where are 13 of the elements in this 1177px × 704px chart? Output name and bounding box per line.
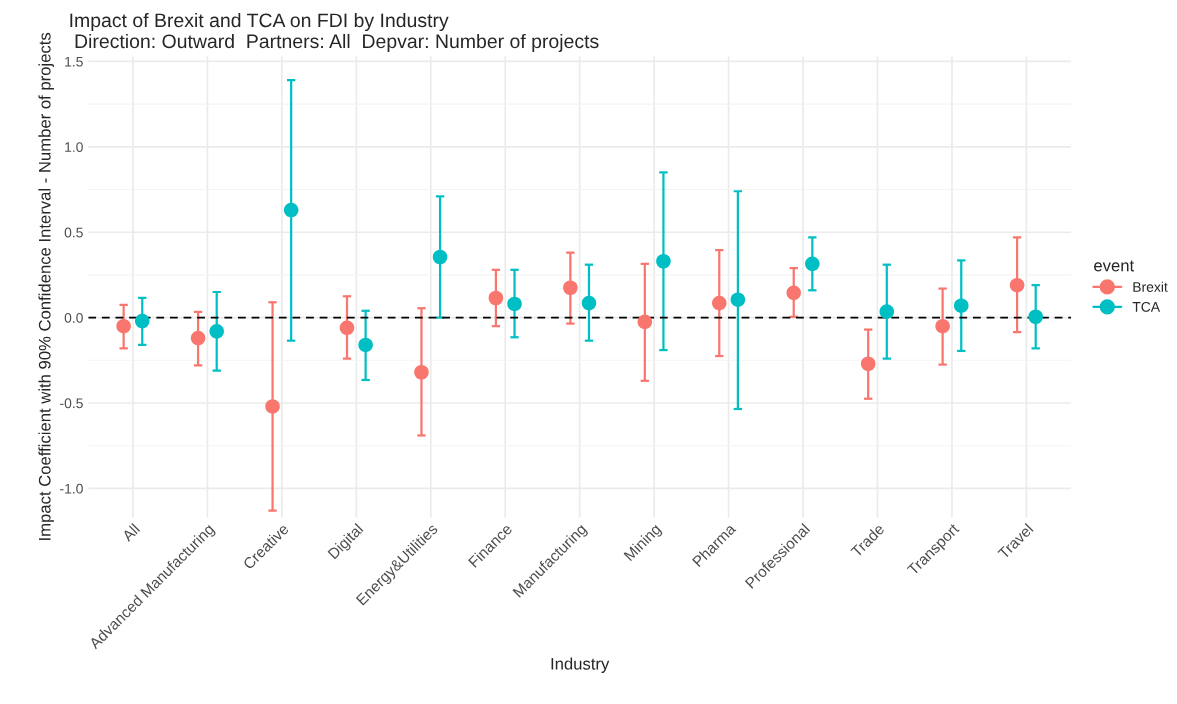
legend-label: TCA xyxy=(1132,301,1161,312)
y-tick-label: -1.0 xyxy=(60,483,83,494)
y-tick-label: 0.5 xyxy=(64,227,83,238)
y-axis-title: Impact Coefficient with 90% Confidence Interval - Number of projects xyxy=(38,32,54,540)
x-tick-label: All xyxy=(120,523,141,543)
chart-title: Impact of Brexit and TCA on FDI by Industry Direction: Outward Partners: All Depvar: Number of projects xyxy=(70,12,599,53)
x-axis-title: Industry xyxy=(551,657,610,673)
legend-label: Brexit xyxy=(1133,281,1168,292)
legend-title: event xyxy=(1094,260,1135,272)
y-tick-label: -0.5 xyxy=(60,398,83,409)
y-tick-label: 0.0 xyxy=(64,312,83,323)
y-tick-label: 1.0 xyxy=(65,142,83,153)
y-tick-label: 1.5 xyxy=(65,56,83,67)
